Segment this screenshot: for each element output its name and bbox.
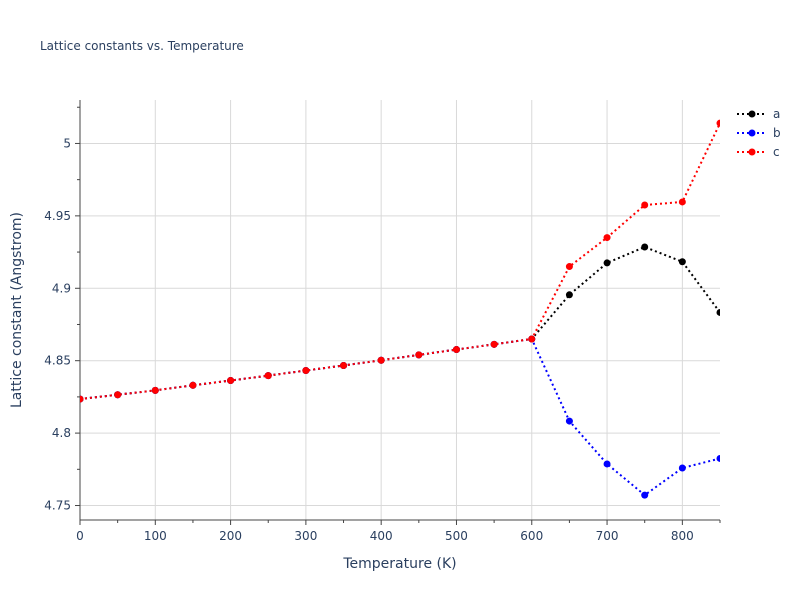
data-point-c	[490, 340, 498, 348]
data-point-c	[452, 346, 460, 354]
legend-swatch-marker	[748, 110, 756, 118]
x-tick-label: 200	[219, 529, 242, 543]
x-tick-label: 100	[144, 529, 167, 543]
x-tick-label: 800	[671, 529, 694, 543]
data-point-a	[565, 291, 573, 299]
x-tick-label: 0	[76, 529, 84, 543]
data-point-c	[641, 201, 649, 209]
x-tick-label: 400	[370, 529, 393, 543]
legend-item-c[interactable]: c	[737, 145, 780, 159]
data-point-b	[603, 460, 611, 468]
data-point-a	[716, 308, 720, 316]
data-point-c	[678, 198, 686, 206]
grid	[79, 100, 720, 520]
series-a	[80, 243, 720, 403]
series-line-b	[80, 337, 720, 497]
axes: 0 100 200 300 400 500 600 700 800 4.75 4.8 4.85 4.9 4…	[44, 100, 721, 543]
series-c	[80, 119, 720, 403]
legend-item-a[interactable]: a	[737, 107, 780, 121]
y-tick-label: 4.75	[44, 499, 71, 513]
series-b	[80, 335, 720, 499]
data-point-b	[678, 464, 686, 472]
data-point-c	[565, 263, 573, 271]
data-point-b	[641, 491, 649, 499]
data-point-c	[264, 372, 272, 380]
data-point-c	[528, 335, 536, 343]
legend-label: c	[773, 145, 780, 159]
series-layer	[80, 119, 720, 499]
series-line-a	[80, 245, 720, 401]
x-axis-title: Temperature (K)	[342, 556, 456, 572]
legend-label: b	[773, 126, 781, 140]
y-tick-label: 5	[63, 136, 71, 150]
data-point-b	[716, 454, 720, 462]
x-tick-label: 600	[520, 529, 543, 543]
x-tick-label: 300	[294, 529, 317, 543]
y-tick-label: 4.8	[52, 426, 71, 440]
data-point-c	[227, 377, 235, 385]
data-point-c	[114, 391, 122, 399]
data-point-a	[603, 259, 611, 267]
data-point-c	[415, 351, 423, 359]
data-point-c	[716, 119, 720, 127]
data-point-c	[189, 381, 197, 389]
data-point-c	[377, 356, 385, 364]
data-point-b	[565, 417, 573, 425]
data-point-a	[641, 243, 649, 251]
data-point-c	[603, 234, 611, 242]
chart-title: Lattice constants vs. Temperature	[40, 39, 244, 53]
data-point-c	[151, 386, 159, 394]
x-tick-label: 700	[596, 529, 619, 543]
legend-swatch-marker	[748, 129, 756, 137]
legend-item-b[interactable]: b	[737, 126, 781, 140]
data-point-c	[80, 395, 84, 403]
legend-label: a	[773, 107, 780, 121]
legend-swatch-marker	[748, 148, 756, 156]
series-line-c	[80, 122, 720, 401]
y-tick-label: 4.9	[52, 281, 71, 295]
y-tick-label: 4.85	[44, 354, 71, 368]
legend[interactable]: abc	[737, 107, 781, 159]
x-tick-label: 500	[445, 529, 468, 543]
y-axis-title: Lattice constant (Angstrom)	[9, 212, 25, 408]
data-point-a	[678, 258, 686, 266]
data-point-c	[302, 367, 310, 375]
y-tick-label: 4.95	[44, 209, 71, 223]
data-point-c	[340, 361, 348, 369]
